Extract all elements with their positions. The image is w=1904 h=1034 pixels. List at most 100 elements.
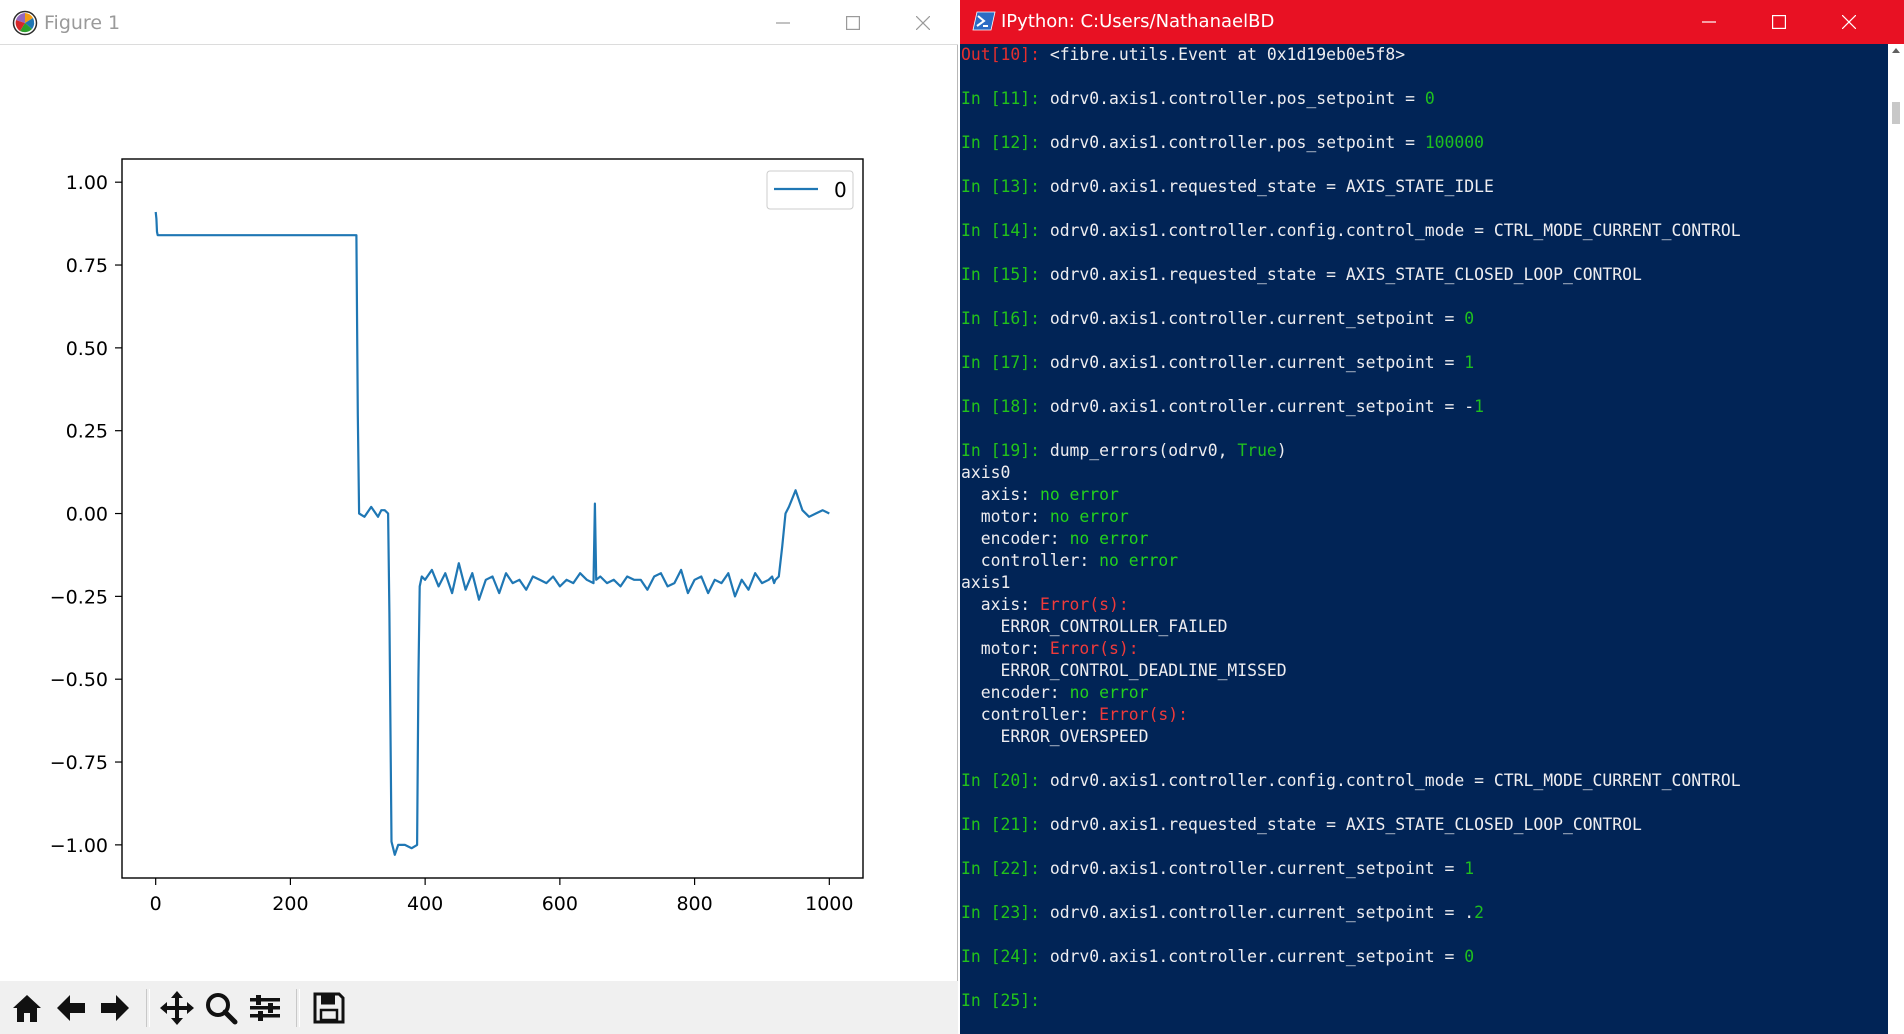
chart-line-group [154,211,830,856]
console-text: ERROR_CONTROL_DEADLINE_MISSED [961,661,1287,680]
series-line-0 [154,211,830,856]
console-text: encoder: [961,683,1070,702]
console-output[interactable]: Out[10]: <fibre.utils.Event at 0x1d19eb0… [960,44,1888,1034]
x-tick-label: 0 [150,893,162,915]
legend-label: 0 [834,178,847,202]
console-prompt: In [21]: [961,815,1040,834]
console-text: odrv0.axis1.controller.current_setpoint … [1039,903,1475,922]
figure-maximize-button[interactable] [818,0,888,45]
figure-toolbar [0,981,958,1034]
scroll-up-arrow-icon[interactable] [1892,48,1900,53]
console-text: ERROR_CONTROLLER_FAILED [961,617,1228,636]
pan-button[interactable] [156,987,198,1029]
console-input-line: In [17]: odrv0.axis1.controller.current_… [961,352,1474,374]
console-prompt: In [24]: [961,947,1040,966]
console-scrollbar[interactable] [1888,44,1904,1034]
x-tick-label: 1000 [805,893,853,915]
console-titlebar[interactable]: IPython: C:Users/NathanaelBD [960,0,1904,44]
console-input-line: In [15]: odrv0.axis1.requested_state = A… [961,264,1642,286]
zoom-button[interactable] [200,987,242,1029]
console-text: odrv0.axis1.controller.config.control_mo… [1039,771,1741,790]
console-text: 0 [1424,89,1435,108]
console-text: odrv0.axis1.controller.pos_setpoint = [1039,133,1425,152]
console-output-line: encoder: no error [961,682,1149,704]
x-tick-label: 600 [542,893,578,915]
y-tick-label: −1.00 [50,835,108,857]
console-text: 1 [1474,397,1485,416]
console-text: axis0 [961,463,1011,482]
console-close-button[interactable] [1814,0,1884,44]
console-prompt: In [25]: [961,991,1040,1010]
console-text: odrv0.axis1.controller.current_setpoint … [1039,353,1465,372]
home-icon [13,995,41,1022]
y-tick-label: 0.50 [66,338,108,360]
console-input-line: In [24]: odrv0.axis1.controller.current_… [961,946,1474,968]
console-text: dump_errors(odrv0, [1039,441,1238,460]
save-button[interactable] [308,987,350,1029]
forward-button[interactable] [94,987,136,1029]
figure-minimize-button[interactable] [748,0,818,45]
console-text: no error [1069,683,1149,702]
console-minimize-button[interactable] [1674,0,1744,44]
maximize-icon [1772,15,1786,29]
console-input-line: In [16]: odrv0.axis1.controller.current_… [961,308,1474,330]
console-input-line: In [12]: odrv0.axis1.controller.pos_setp… [961,132,1484,154]
x-tick-label: 800 [676,893,712,915]
figure-title: Figure 1 [44,12,121,34]
console-input-line: In [18]: odrv0.axis1.controller.current_… [961,396,1484,418]
matplotlib-logo-icon [12,10,38,36]
console-text: 0 [1464,309,1475,328]
console-text: Error(s): [1049,639,1139,658]
y-tick-label: −0.75 [50,752,108,774]
console-text: odrv0.axis1.controller.current_setpoint … [1039,309,1465,328]
console-output-line: ERROR_OVERSPEED [961,726,1149,748]
console-text: 0 [1464,947,1475,966]
console-text: 100000 [1424,133,1485,152]
console-prompt: In [16]: [961,309,1040,328]
console-input-line: Out[10]: <fibre.utils.Event at 0x1d19eb0… [961,44,1405,66]
console-text: <fibre.utils.Event at 0x1d19eb0e5f8> [1039,45,1406,64]
console-text: odrv0.axis1.controller.current_setpoint … [1039,397,1475,416]
subplots-icon [250,995,280,1021]
console-prompt: In [14]: [961,221,1040,240]
subplots-button[interactable] [244,987,286,1029]
console-text: 1 [1464,859,1475,878]
console-output-line: axis1 [961,572,1010,594]
console-prompt: In [19]: [961,441,1040,460]
scrollbar-thumb[interactable] [1892,102,1900,124]
figure-close-button[interactable] [888,0,958,45]
console-text: axis: [961,485,1040,504]
console-prompt: In [12]: [961,133,1040,152]
y-tick-label: 0.25 [66,421,108,443]
home-button[interactable] [6,987,48,1029]
plot-canvas[interactable]: 0 200 400 600 800 1000 1.00 0.75 0.50 0.25 0.00 −0… [0,45,958,981]
console-text: odrv0.axis1.controller.current_setpoint … [1039,947,1465,966]
back-button[interactable] [50,987,92,1029]
console-text: no error [1099,551,1179,570]
console-text: ERROR_OVERSPEED [961,727,1149,746]
console-text: axis: [961,595,1040,614]
zoom-icon [206,993,238,1025]
console-text: no error [1069,529,1149,548]
plot-area [122,159,863,878]
console-prompt: Out[10]: [961,45,1040,64]
toolbar-separator [296,989,300,1027]
x-tick-label: 400 [407,893,443,915]
console-text: odrv0.axis1.controller.pos_setpoint = [1039,89,1425,108]
console-text: no error [1039,485,1119,504]
console-output-line: axis0 [961,462,1010,484]
console-input-line: In [11]: odrv0.axis1.controller.pos_setp… [961,88,1435,110]
x-tick-label: 200 [272,893,308,915]
console-input-line: In [22]: odrv0.axis1.controller.current_… [961,858,1474,880]
axes-frame [121,158,864,879]
console-text: 1 [1464,353,1475,372]
console-prompt: In [17]: [961,353,1040,372]
console-text: odrv0.axis1.controller.config.control_mo… [1039,221,1741,240]
console-output-line: axis: Error(s): [961,594,1129,616]
save-icon [313,992,345,1024]
figure-titlebar[interactable]: Figure 1 [0,0,958,45]
console-maximize-button[interactable] [1744,0,1814,44]
console-input-line: In [23]: odrv0.axis1.controller.current_… [961,902,1484,924]
toolbar-separator [146,989,150,1027]
console-prompt: In [18]: [961,397,1040,416]
